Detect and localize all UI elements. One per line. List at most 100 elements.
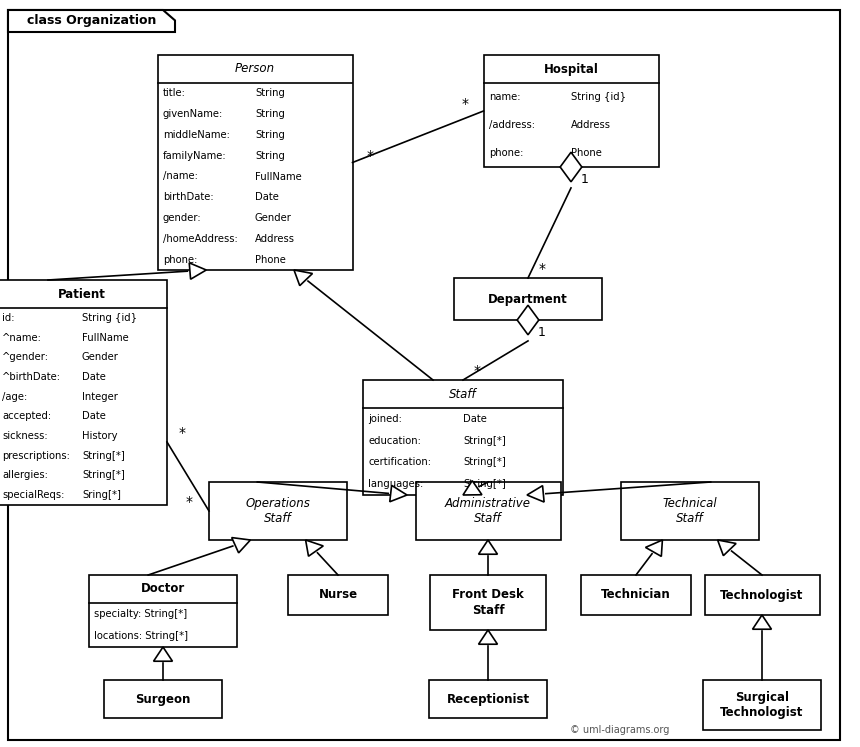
Text: Person: Person bbox=[235, 63, 275, 75]
Bar bbox=[0, 280, 167, 505]
Text: Date: Date bbox=[82, 412, 106, 421]
Text: Date: Date bbox=[463, 414, 487, 424]
Text: ^name:: ^name: bbox=[3, 332, 42, 343]
Text: prescriptions:: prescriptions: bbox=[3, 450, 70, 461]
Text: Phone: Phone bbox=[255, 255, 286, 264]
Text: FullName: FullName bbox=[255, 172, 302, 182]
Bar bbox=[581, 575, 691, 615]
Bar bbox=[454, 278, 602, 320]
Text: Doctor: Doctor bbox=[141, 583, 185, 595]
Text: joined:: joined: bbox=[368, 414, 402, 424]
Polygon shape bbox=[390, 486, 407, 502]
Text: String[*]: String[*] bbox=[463, 457, 506, 468]
Polygon shape bbox=[646, 540, 662, 557]
Bar bbox=[157, 55, 353, 270]
Text: locations: String[*]: locations: String[*] bbox=[94, 631, 188, 641]
Text: String: String bbox=[255, 151, 285, 161]
Text: ^birthDate:: ^birthDate: bbox=[3, 372, 61, 382]
Text: title:: title: bbox=[163, 88, 186, 99]
Text: *: * bbox=[462, 97, 469, 111]
Text: Address: Address bbox=[255, 234, 295, 244]
Text: Hospital: Hospital bbox=[544, 63, 599, 75]
Text: Staff: Staff bbox=[449, 388, 476, 400]
Polygon shape bbox=[189, 263, 206, 279]
Text: String[*]: String[*] bbox=[463, 436, 506, 446]
Text: Operations
Staff: Operations Staff bbox=[246, 497, 310, 525]
Bar bbox=[288, 575, 388, 615]
Text: Surgeon: Surgeon bbox=[135, 692, 191, 705]
Text: /homeAddress:: /homeAddress: bbox=[163, 234, 237, 244]
Bar bbox=[704, 575, 820, 615]
Text: id:: id: bbox=[3, 313, 15, 323]
Text: Technologist: Technologist bbox=[721, 589, 804, 601]
Text: 1: 1 bbox=[581, 173, 589, 186]
Polygon shape bbox=[154, 647, 173, 661]
Text: education:: education: bbox=[368, 436, 421, 446]
Text: Technician: Technician bbox=[601, 589, 671, 601]
Text: givenName:: givenName: bbox=[163, 109, 223, 120]
Text: Nurse: Nurse bbox=[318, 589, 358, 601]
Text: /address:: /address: bbox=[488, 120, 535, 130]
Text: Address: Address bbox=[571, 120, 611, 130]
Text: String {id}: String {id} bbox=[571, 92, 626, 102]
Text: Department: Department bbox=[488, 293, 568, 306]
Text: 1: 1 bbox=[538, 326, 546, 338]
Text: birthDate:: birthDate: bbox=[163, 192, 213, 202]
Text: /name:: /name: bbox=[163, 172, 198, 182]
Polygon shape bbox=[478, 540, 497, 554]
Text: String: String bbox=[255, 130, 285, 140]
Text: Patient: Patient bbox=[58, 288, 106, 300]
Text: specialty: String[*]: specialty: String[*] bbox=[94, 609, 187, 619]
Polygon shape bbox=[463, 480, 482, 495]
Polygon shape bbox=[527, 486, 544, 502]
Text: *: * bbox=[186, 495, 193, 509]
Text: phone:: phone: bbox=[163, 255, 197, 264]
Text: Front Desk
Staff: Front Desk Staff bbox=[452, 589, 524, 616]
Text: Gender: Gender bbox=[255, 213, 292, 223]
Text: Integer: Integer bbox=[82, 391, 118, 402]
Text: Surgical
Technologist: Surgical Technologist bbox=[721, 691, 804, 719]
Text: *: * bbox=[538, 262, 545, 276]
Bar bbox=[89, 575, 237, 647]
Bar bbox=[703, 680, 821, 730]
Text: History: History bbox=[82, 431, 118, 441]
Text: Sring[*]: Sring[*] bbox=[82, 490, 121, 500]
Polygon shape bbox=[717, 540, 736, 556]
Text: Technical
Staff: Technical Staff bbox=[663, 497, 717, 525]
Text: Date: Date bbox=[82, 372, 106, 382]
Text: String[*]: String[*] bbox=[82, 450, 125, 461]
Bar bbox=[429, 680, 547, 718]
Text: gender:: gender: bbox=[163, 213, 201, 223]
Text: sickness:: sickness: bbox=[3, 431, 48, 441]
Text: String: String bbox=[255, 88, 285, 99]
Bar bbox=[363, 380, 563, 495]
Text: certification:: certification: bbox=[368, 457, 431, 468]
Bar bbox=[483, 55, 659, 167]
Bar bbox=[415, 482, 561, 540]
Text: *: * bbox=[367, 149, 374, 163]
Text: middleName:: middleName: bbox=[163, 130, 230, 140]
Text: © uml-diagrams.org: © uml-diagrams.org bbox=[570, 725, 669, 735]
Polygon shape bbox=[560, 152, 582, 182]
Bar bbox=[621, 482, 759, 540]
Polygon shape bbox=[8, 10, 175, 32]
Polygon shape bbox=[478, 630, 497, 644]
Text: Administrative
Staff: Administrative Staff bbox=[445, 497, 531, 525]
Text: allergies:: allergies: bbox=[3, 471, 48, 480]
Text: *: * bbox=[474, 365, 481, 378]
Bar bbox=[209, 482, 347, 540]
Text: specialReqs:: specialReqs: bbox=[3, 490, 64, 500]
Bar bbox=[431, 575, 545, 630]
Text: phone:: phone: bbox=[488, 148, 523, 158]
Bar bbox=[104, 680, 222, 718]
Text: familyName:: familyName: bbox=[163, 151, 226, 161]
Text: String[*]: String[*] bbox=[463, 479, 506, 489]
Text: Receptionist: Receptionist bbox=[446, 692, 530, 705]
Text: ^gender:: ^gender: bbox=[3, 353, 49, 362]
Text: /age:: /age: bbox=[3, 391, 28, 402]
Text: accepted:: accepted: bbox=[3, 412, 52, 421]
Text: Date: Date bbox=[255, 192, 279, 202]
Polygon shape bbox=[752, 615, 771, 629]
Text: String {id}: String {id} bbox=[82, 313, 137, 323]
Text: String: String bbox=[255, 109, 285, 120]
